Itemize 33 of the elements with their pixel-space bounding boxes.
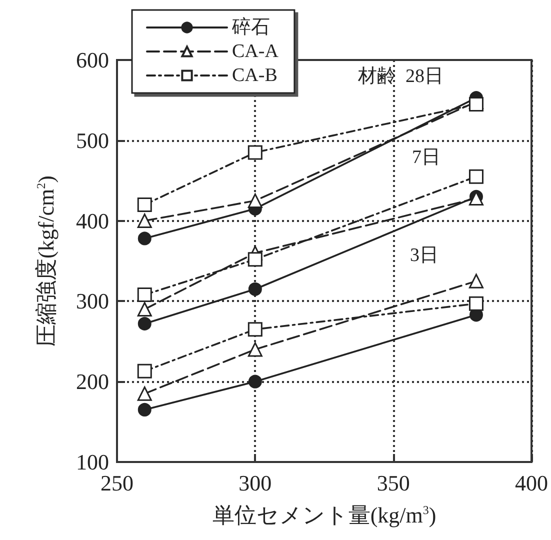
y-tick-label: 400	[76, 208, 109, 234]
annotation: 材齢 28日	[357, 66, 444, 87]
annotation: 7日	[412, 147, 440, 168]
point	[248, 374, 262, 388]
legend-label: 碎石	[231, 17, 270, 38]
point	[248, 342, 262, 357]
point	[137, 302, 152, 316]
x-tick-label: 350	[376, 470, 410, 496]
legend-label: CA-B	[232, 65, 278, 86]
point	[137, 364, 152, 378]
x-tick-label: 400	[515, 470, 548, 496]
x-tick-label: 300	[238, 470, 272, 496]
point	[137, 288, 152, 302]
point	[468, 169, 484, 184]
point	[138, 316, 152, 330]
point	[248, 252, 262, 267]
y-axis-title: 圧縮強度(kgf/cm2)	[34, 176, 58, 346]
y-tick-label: 200	[76, 369, 109, 394]
point	[248, 282, 262, 296]
point	[248, 322, 262, 337]
point	[138, 232, 152, 246]
point	[137, 386, 152, 401]
y-tick-label: 600	[76, 48, 109, 72]
point	[137, 197, 152, 212]
point	[468, 274, 484, 288]
point	[468, 296, 484, 311]
point	[138, 402, 152, 416]
y-tick-label: 300	[76, 288, 109, 314]
y-tick-label: 500	[76, 128, 109, 153]
point	[468, 96, 484, 112]
point	[248, 145, 262, 160]
legend-label: CA-A	[232, 41, 279, 62]
annotation: 3日	[410, 245, 438, 266]
